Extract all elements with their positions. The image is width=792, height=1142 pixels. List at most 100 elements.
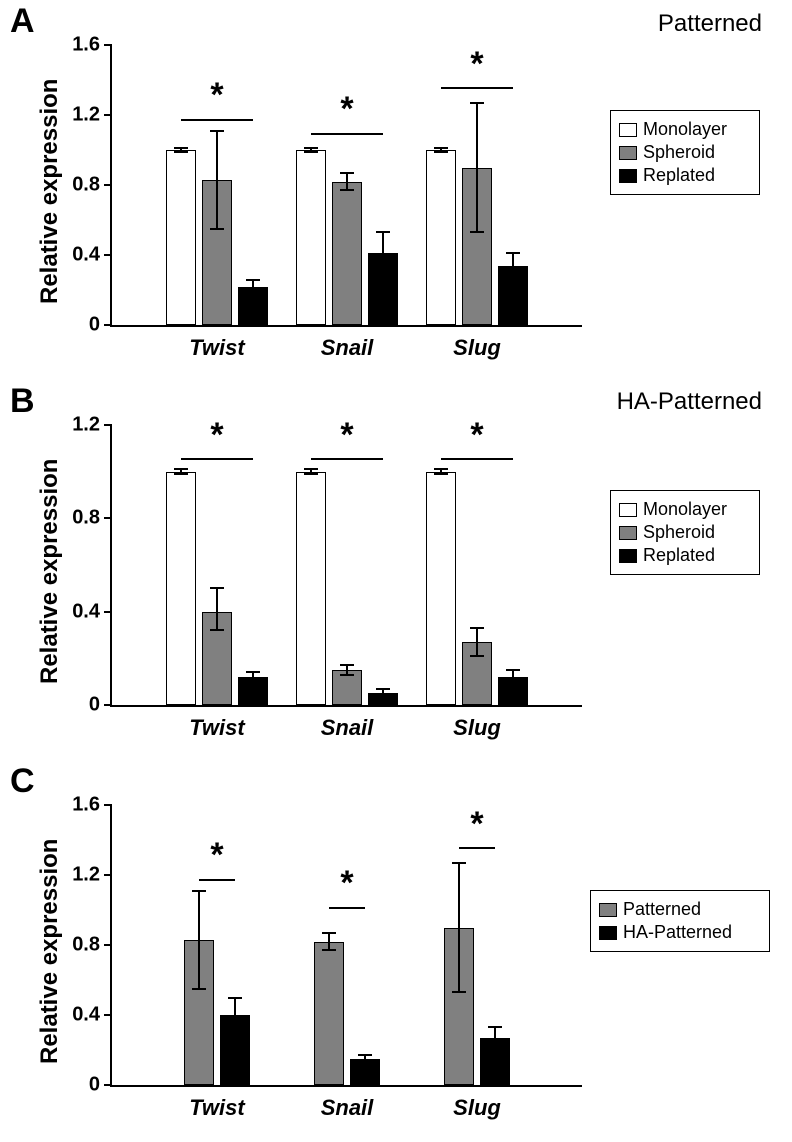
x-category-label: Twist <box>189 335 244 361</box>
error-bar <box>494 1027 496 1048</box>
legend-item: Patterned <box>599 899 761 920</box>
y-tick <box>104 874 112 876</box>
legend-text: Patterned <box>623 899 701 920</box>
error-cap <box>470 102 484 104</box>
significance-star: * <box>470 45 483 84</box>
y-tick <box>104 1014 112 1016</box>
bar <box>332 182 362 326</box>
legend-item: Spheroid <box>619 142 751 163</box>
significance-star: * <box>210 836 223 875</box>
legend-swatch <box>619 169 637 183</box>
error-bar <box>216 588 218 630</box>
significance-star: * <box>210 416 223 455</box>
significance-star: * <box>340 416 353 455</box>
legend-swatch <box>599 926 617 940</box>
bar <box>426 150 456 325</box>
y-tick-label: 0 <box>89 314 100 337</box>
y-tick <box>104 44 112 46</box>
error-cap <box>322 932 336 934</box>
error-cap <box>506 669 520 671</box>
legend-item: Spheroid <box>619 522 751 543</box>
panel-c-plot: 00.40.81.21.6TwistSnailSlug*** <box>110 805 582 1087</box>
significance-star: * <box>340 90 353 129</box>
y-tick-label: 1.2 <box>72 864 100 887</box>
panel-a-plot: 00.40.81.21.6TwistSnailSlug*** <box>110 45 582 327</box>
legend-text: HA-Patterned <box>623 922 732 943</box>
legend-item: Monolayer <box>619 499 751 520</box>
bar <box>296 150 326 325</box>
y-tick-label: 1.6 <box>72 34 100 57</box>
y-tick-label: 0.8 <box>72 507 100 530</box>
error-cap <box>506 683 520 685</box>
y-tick <box>104 424 112 426</box>
x-category-label: Snail <box>321 1095 374 1121</box>
error-cap <box>506 277 520 279</box>
x-category-label: Twist <box>189 715 244 741</box>
legend-text: Monolayer <box>643 119 727 140</box>
error-cap <box>210 629 224 631</box>
error-cap <box>452 991 466 993</box>
error-cap <box>358 1054 372 1056</box>
significance-bar <box>459 847 495 849</box>
significance-bar <box>181 119 253 121</box>
significance-bar <box>311 458 383 460</box>
error-bar <box>512 670 514 684</box>
error-cap <box>340 189 354 191</box>
y-tick-label: 1.6 <box>72 794 100 817</box>
error-cap <box>246 681 260 683</box>
significance-bar <box>181 458 253 460</box>
y-tick-label: 0.8 <box>72 174 100 197</box>
error-cap <box>506 252 520 254</box>
error-cap <box>434 468 448 470</box>
bar <box>426 472 456 705</box>
error-cap <box>174 468 188 470</box>
error-cap <box>304 151 318 153</box>
y-tick <box>104 324 112 326</box>
error-bar <box>216 131 218 229</box>
panel-b-ylabel: Relative expression <box>36 464 64 684</box>
error-cap <box>174 151 188 153</box>
error-cap <box>376 697 390 699</box>
panel-a-title: Patterned <box>658 10 762 38</box>
error-cap <box>322 949 336 951</box>
y-tick-label: 0.4 <box>72 244 100 267</box>
panel-a-label: A <box>10 2 35 41</box>
panel-a-legend: MonolayerSpheroidReplated <box>610 110 760 195</box>
y-tick-label: 0 <box>89 1074 100 1097</box>
error-cap <box>452 862 466 864</box>
error-cap <box>488 1026 502 1028</box>
error-cap <box>376 231 390 233</box>
panel-c-label: C <box>10 762 35 801</box>
error-bar <box>198 891 200 989</box>
error-cap <box>470 655 484 657</box>
legend-swatch <box>619 549 637 563</box>
y-tick-label: 1.2 <box>72 104 100 127</box>
bar <box>166 472 196 705</box>
panel-b-label: B <box>10 382 35 421</box>
error-bar <box>476 628 478 656</box>
error-cap <box>228 1028 242 1030</box>
error-cap <box>470 231 484 233</box>
legend-swatch <box>619 146 637 160</box>
panel-c: C Relative expression 00.40.81.21.6Twist… <box>0 760 792 1135</box>
panel-c-legend: PatternedHA-Patterned <box>590 890 770 952</box>
legend-item: Monolayer <box>619 119 751 140</box>
x-category-label: Slug <box>453 335 501 361</box>
panel-b: B HA-Patterned Relative expression 00.40… <box>0 380 792 755</box>
legend-item: Replated <box>619 165 751 186</box>
legend-text: Replated <box>643 165 715 186</box>
figure: A Patterned Relative expression 0 0.4 0.8 1… <box>0 0 792 1142</box>
significance-bar <box>199 879 235 881</box>
legend-text: Spheroid <box>643 142 715 163</box>
error-cap <box>434 473 448 475</box>
error-bar <box>328 933 330 951</box>
legend-item: HA-Patterned <box>599 922 761 943</box>
error-bar <box>458 863 460 993</box>
significance-bar <box>441 87 513 89</box>
y-tick <box>104 114 112 116</box>
error-cap <box>210 130 224 132</box>
significance-star: * <box>470 805 483 844</box>
significance-star: * <box>210 76 223 115</box>
error-cap <box>174 147 188 149</box>
error-cap <box>246 279 260 281</box>
